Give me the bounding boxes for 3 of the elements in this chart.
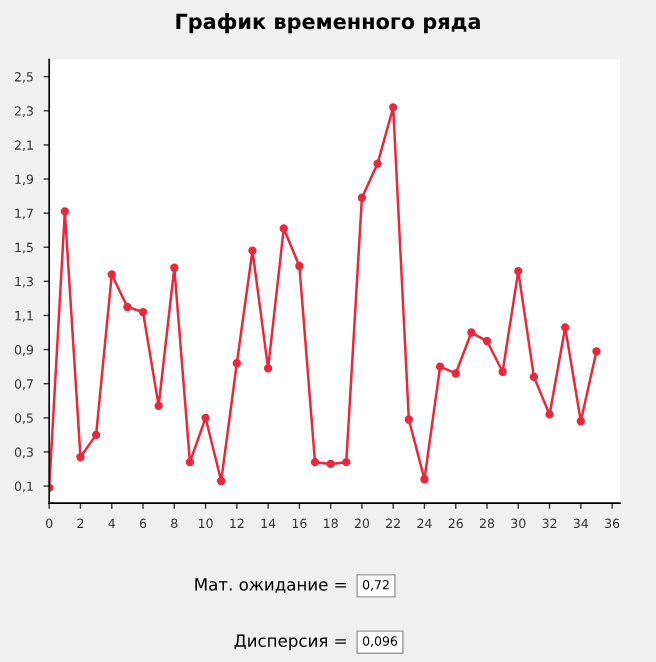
chart-title: График временного ряда	[176, 13, 480, 34]
text: Дисперсия =	[234, 634, 346, 651]
text: Мат. ожидание =	[195, 578, 346, 593]
